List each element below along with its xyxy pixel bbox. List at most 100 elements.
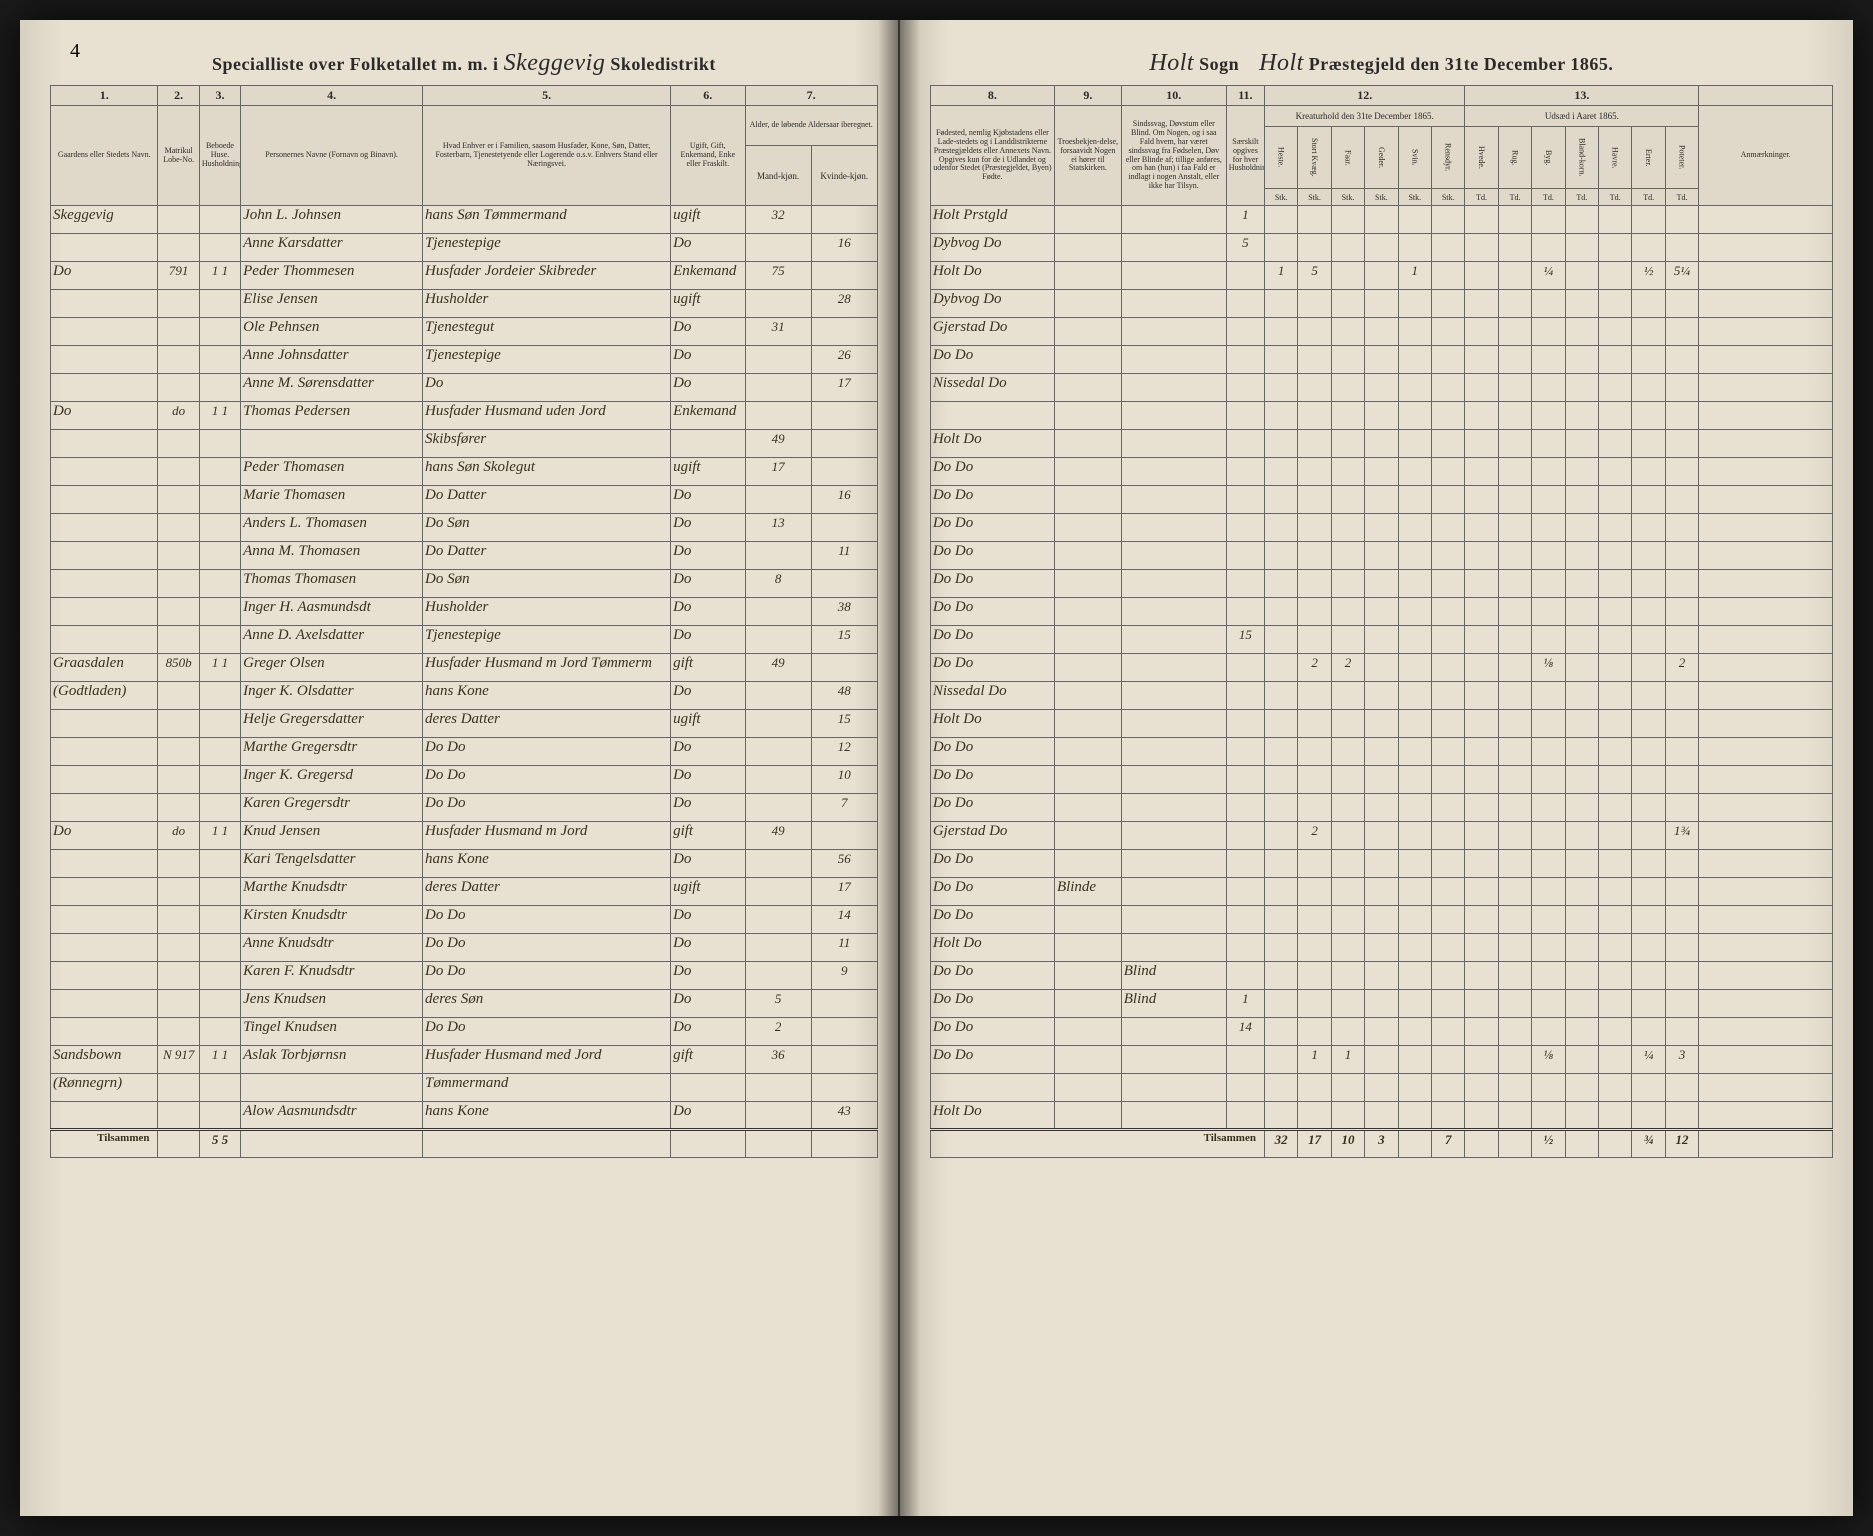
cell	[1465, 766, 1498, 794]
cell	[811, 458, 877, 486]
cell: Peder Thomasen	[241, 458, 423, 486]
cell	[1331, 626, 1364, 654]
cell	[1432, 402, 1465, 430]
cell	[1665, 682, 1698, 710]
table-row: Do7911 1Peder ThommesenHusfader Jordeier…	[51, 262, 878, 290]
cell: 31	[745, 318, 811, 346]
cell	[1699, 850, 1833, 878]
cell	[1532, 570, 1565, 598]
cell: Enkemand	[671, 402, 745, 430]
cell	[1599, 234, 1632, 262]
cell	[51, 570, 158, 598]
cell	[1365, 850, 1398, 878]
cell: 5	[1298, 262, 1331, 290]
cell	[1565, 598, 1598, 626]
cell	[1365, 1102, 1398, 1130]
cell	[1699, 318, 1833, 346]
cell	[1465, 542, 1498, 570]
cell	[1298, 234, 1331, 262]
cell	[158, 458, 199, 486]
cell	[1532, 206, 1565, 234]
footer-cell: ¾	[1632, 1130, 1665, 1158]
district-name: Skeggevig	[504, 50, 606, 76]
cell	[1565, 654, 1598, 682]
cell	[1632, 934, 1665, 962]
cell	[199, 794, 240, 822]
cell	[1264, 402, 1297, 430]
cell: Helje Gregersdatter	[241, 710, 423, 738]
cell	[1599, 962, 1632, 990]
cell: 32	[745, 206, 811, 234]
cell	[1398, 290, 1431, 318]
cell	[1298, 430, 1331, 458]
cell	[1565, 962, 1598, 990]
h7: Alder, de løbende Aldersaar iberegnet.	[745, 106, 877, 146]
cell	[1599, 1018, 1632, 1046]
cell	[1298, 878, 1331, 906]
cell	[1331, 486, 1364, 514]
cell: Kari Tengelsdatter	[241, 850, 423, 878]
cell: Tjenestepige	[423, 234, 671, 262]
cell	[745, 850, 811, 878]
cell	[1331, 234, 1364, 262]
cell	[1699, 542, 1833, 570]
cell	[1264, 654, 1297, 682]
cell: Do	[51, 402, 158, 430]
cell	[1532, 738, 1565, 766]
cell	[1054, 290, 1121, 318]
cell: Tingel Knudsen	[241, 1018, 423, 1046]
cell	[1465, 262, 1498, 290]
cell	[1121, 458, 1226, 486]
cell	[1331, 850, 1364, 878]
cell	[1465, 990, 1498, 1018]
cell	[1264, 346, 1297, 374]
cell	[1432, 346, 1465, 374]
cell	[1565, 290, 1598, 318]
cell	[1498, 822, 1531, 850]
cell	[199, 682, 240, 710]
cell	[745, 598, 811, 626]
table-row	[930, 402, 1832, 430]
cell: Anders L. Thomasen	[241, 514, 423, 542]
cell	[1331, 710, 1364, 738]
cell	[1298, 402, 1331, 430]
cell	[1264, 710, 1297, 738]
unit-col: Stk.	[1298, 189, 1331, 206]
cell: gift	[671, 822, 745, 850]
table-row: Inger H. AasmundsdtHusholderDo38	[51, 598, 878, 626]
cell	[1432, 1102, 1465, 1130]
cell	[1398, 1018, 1431, 1046]
cell	[1298, 486, 1331, 514]
cell	[51, 486, 158, 514]
cell	[199, 598, 240, 626]
cell	[1365, 1046, 1398, 1074]
cell	[745, 402, 811, 430]
cell	[1665, 962, 1698, 990]
cell: Tjenestegut	[423, 318, 671, 346]
cell: Gjerstad Do	[930, 318, 1054, 346]
cell	[1298, 990, 1331, 1018]
header-suffix: Skoledistrikt	[610, 54, 716, 74]
cell	[1264, 1018, 1297, 1046]
cell	[1432, 822, 1465, 850]
table-row: Holt Do	[930, 1102, 1832, 1130]
cell	[1665, 318, 1698, 346]
cell: Do	[671, 626, 745, 654]
cell	[1398, 990, 1431, 1018]
cell: hans Kone	[423, 850, 671, 878]
cell	[1599, 850, 1632, 878]
cell: Do	[671, 234, 745, 262]
cell	[1599, 542, 1632, 570]
cell	[1398, 1074, 1431, 1102]
cell	[1699, 710, 1833, 738]
cell: deres Søn	[423, 990, 671, 1018]
cell	[1121, 430, 1226, 458]
cell	[1121, 598, 1226, 626]
cell	[199, 1102, 240, 1130]
cell	[1665, 626, 1698, 654]
cell	[745, 766, 811, 794]
unit-col: Td.	[1599, 189, 1632, 206]
cell	[1498, 934, 1531, 962]
cell	[1599, 1102, 1632, 1130]
cell	[1565, 262, 1598, 290]
